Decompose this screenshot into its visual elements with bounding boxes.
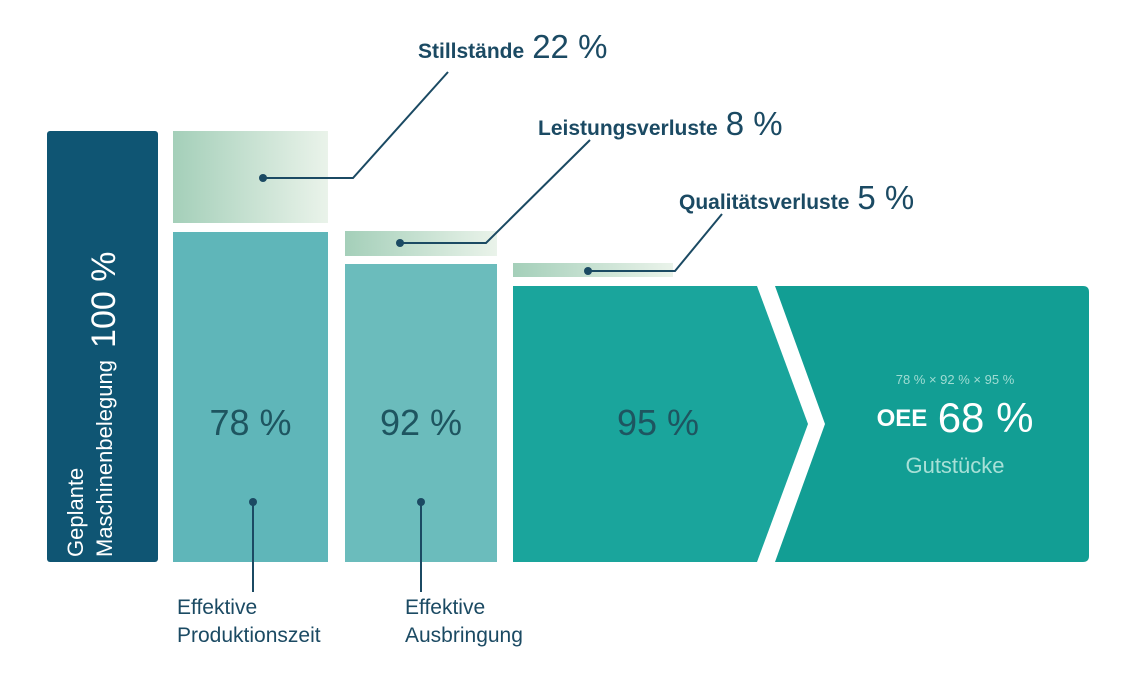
leader-dot-produktionszeit	[249, 498, 257, 506]
leader-dot-qualitaetsverluste	[584, 267, 592, 275]
oee-sub: Gutstücke	[905, 453, 1005, 478]
bottom-label-line1: Effektive	[405, 596, 486, 619]
loss-name: Leistungsverluste	[538, 117, 718, 140]
planned-bar	[47, 131, 158, 562]
leader-dot-stillstaende	[259, 174, 267, 182]
oee-value-row: OEE 68 %	[835, 394, 1075, 442]
stage-bar-quality	[513, 286, 808, 562]
stage-bar-produktionszeit	[173, 232, 328, 562]
leader-line-qualitaetsverluste	[588, 213, 723, 272]
stage-value-quality: 95 %	[616, 402, 700, 443]
leader-dot-ausbringung	[417, 498, 425, 506]
stage-value-produktionszeit: 78 %	[209, 402, 292, 443]
planned-label-line2: Maschinenbelegung	[92, 360, 117, 557]
loss-value: 5 %	[857, 179, 915, 216]
oee-result-shape	[775, 286, 1089, 562]
leader-dot-leistungsverluste	[396, 239, 404, 247]
bottom-label-produktionszeit: Effektive Produktionszeit	[177, 594, 321, 650]
bottom-label-line1: Effektive	[177, 596, 258, 619]
oee-label: OEE	[876, 405, 928, 432]
oee-formula: 78 % × 92 % × 95 %	[895, 372, 1015, 387]
oee-value: 68 %	[937, 394, 1034, 441]
planned-label-value: 100 %	[85, 251, 123, 348]
loss-name: Stillstände	[418, 40, 525, 63]
loss-label-leistungsverluste: Leistungsverluste 8 %	[538, 105, 783, 143]
loss-value: 8 %	[725, 105, 783, 142]
bottom-label-ausbringung: Effektive Ausbringung	[405, 594, 523, 650]
loss-label-qualitaetsverluste: Qualitätsverluste 5 %	[679, 179, 914, 217]
loss-value: 22 %	[532, 28, 608, 65]
bottom-label-line2: Ausbringung	[405, 624, 523, 647]
stage-value-ausbringung: 92 %	[379, 402, 463, 443]
leader-line-leistungsverluste	[400, 139, 591, 244]
bottom-label-line2: Produktionszeit	[177, 624, 321, 647]
loss-label-stillstaende: Stillstände 22 %	[418, 28, 607, 66]
planned-label: Geplante Maschinenbelegung 100 %	[62, 137, 142, 557]
loss-name: Qualitätsverluste	[679, 191, 850, 214]
leader-line-stillstaende	[263, 71, 449, 179]
planned-label-line1: Geplante	[63, 467, 88, 557]
